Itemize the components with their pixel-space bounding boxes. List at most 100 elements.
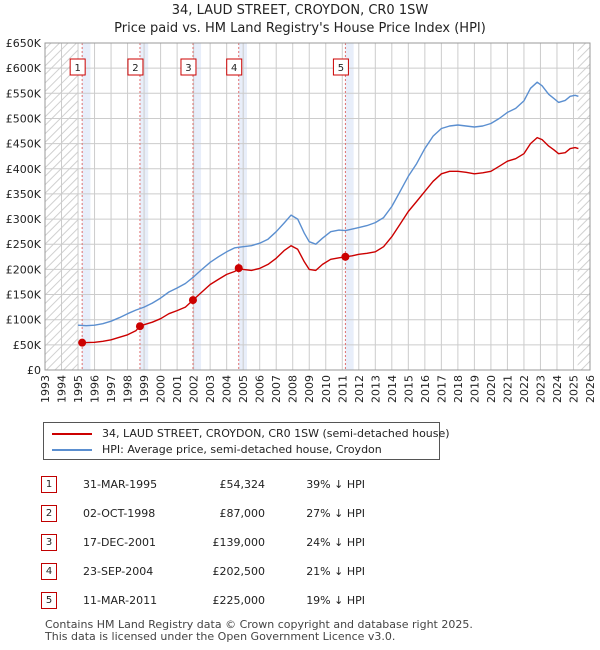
sale-price: £139,000 (212, 536, 266, 549)
x-tick-label: 2006 (254, 375, 267, 403)
chart-subtitle: Price paid vs. HM Land Registry's House … (114, 21, 486, 36)
sale-marker-label: 3 (185, 63, 191, 74)
y-tick-label: £500K (6, 112, 42, 125)
sale-number-badge: 5 (41, 592, 57, 609)
attribution-line-1: Contains HM Land Registry data © Crown c… (45, 618, 473, 631)
chart-title: 34, LAUD STREET, CROYDON, CR0 1SW (171, 3, 429, 18)
y-tick-label: £100K (6, 314, 42, 327)
y-tick-label: £200K (6, 263, 42, 276)
x-tick-label: 1993 (39, 375, 52, 403)
x-tick-label: 2017 (435, 375, 448, 403)
sale-date: 17-DEC-2001 (83, 536, 157, 549)
x-tick-label: 2012 (353, 375, 366, 403)
price-chart: 1 2 3 4 5 £0 £50K £100K £150K £200K £250K £300K £35… (6, 37, 597, 403)
y-tick-label: £550K (6, 87, 42, 100)
legend-line-hpi (52, 449, 92, 451)
sale-hpi-diff: 24% ↓ HPI (306, 536, 365, 549)
x-tick-label: 1999 (138, 375, 151, 403)
y-tick-label: £250K (6, 238, 42, 251)
x-tick-label: 2002 (188, 375, 201, 403)
sale-marker-label: 5 (338, 63, 344, 74)
sale-band (82, 43, 91, 370)
series-line-hpi (77, 81, 579, 327)
x-tick-label: 1996 (89, 375, 102, 403)
sale-marker-box (180, 58, 197, 76)
attribution: Contains HM Land Registry data © Crown c… (45, 619, 473, 643)
x-tick-label: 2020 (485, 375, 498, 403)
sale-hpi-diff: 19% ↓ HPI (306, 594, 365, 607)
x-tick-label: 2014 (386, 375, 399, 403)
x-tick-label: 2025 (567, 375, 580, 403)
x-tick-label: 2018 (452, 375, 465, 403)
y-tick-label: £300K (6, 213, 42, 226)
attribution-line-2: This data is licensed under the Open Gov… (45, 630, 396, 643)
sale-date: 11-MAR-2011 (83, 594, 158, 607)
x-tick-label: 2001 (171, 375, 184, 403)
sale-date: 31-MAR-1995 (83, 478, 158, 491)
y-tick-label: £150K (6, 289, 42, 302)
sale-marker-box (226, 58, 243, 76)
y-tick-label: £650K (6, 37, 42, 50)
sale-hpi-diff: 21% ↓ HPI (306, 565, 365, 578)
x-tick-label: 1998 (122, 375, 135, 403)
y-tick-label: £600K (6, 62, 42, 75)
x-tick-label: 2013 (369, 375, 382, 403)
sale-hpi-diff: 27% ↓ HPI (306, 507, 365, 520)
sale-marker-label: 2 (132, 63, 138, 74)
sale-date: 02-OCT-1998 (83, 507, 156, 520)
x-tick-label: 2016 (419, 375, 432, 403)
legend-label-property: 34, LAUD STREET, CROYDON, CR0 1SW (semi-… (102, 427, 450, 440)
x-tick-label: 2005 (237, 375, 250, 403)
table-row: 3 17-DEC-2001 £139,000 24% ↓ HPI (41, 528, 375, 557)
sale-price: £225,000 (212, 594, 266, 607)
x-tick-label: 2024 (551, 375, 564, 403)
sale-marker-box (127, 58, 144, 76)
x-tick-label: 2000 (155, 375, 168, 403)
plot-frame (44, 42, 591, 371)
x-tick-label: 2010 (320, 375, 333, 403)
legend-line-property (52, 433, 92, 435)
x-tick-label: 2003 (204, 375, 217, 403)
x-tick-label: 2004 (221, 375, 234, 403)
sale-marker-box (332, 58, 349, 76)
sale-point (341, 252, 350, 261)
sale-hpi-diff: 39% ↓ HPI (306, 478, 365, 491)
x-tick-label: 2007 (270, 375, 283, 403)
x-tick-label: 1994 (56, 375, 69, 403)
sale-point (135, 322, 144, 331)
sale-price: £87,000 (219, 507, 266, 520)
sales-table: 1 31-MAR-1995 £54,324 39% ↓ HPI 2 02-OCT… (41, 470, 375, 615)
hatched-region (577, 43, 590, 370)
y-tick-label: £50K (13, 339, 42, 352)
x-tick-label: 2026 (584, 375, 597, 403)
sale-point (234, 264, 243, 273)
sale-number-badge: 2 (41, 505, 57, 522)
x-tick-label: 2021 (501, 375, 514, 403)
y-tick-label: £350K (6, 188, 42, 201)
table-row: 2 02-OCT-1998 £87,000 27% ↓ HPI (41, 499, 375, 528)
sale-marker-label: 4 (231, 63, 237, 74)
x-tick-label: 2022 (518, 375, 531, 403)
sale-marker-box (69, 58, 86, 76)
series-line-property (82, 136, 579, 344)
table-row: 4 23-SEP-2004 £202,500 21% ↓ HPI (41, 557, 375, 586)
sale-date: 23-SEP-2004 (83, 565, 154, 578)
sale-band (345, 43, 354, 370)
sale-point (78, 338, 87, 347)
sale-band (192, 43, 202, 370)
sale-number-badge: 1 (41, 476, 57, 493)
sale-marker-label: 1 (74, 63, 80, 74)
sale-number-badge: 3 (41, 534, 57, 551)
table-row: 1 31-MAR-1995 £54,324 39% ↓ HPI (41, 470, 375, 499)
y-tick-label: £0 (27, 364, 41, 377)
x-tick-label: 1995 (72, 375, 85, 403)
x-tick-label: 2011 (336, 375, 349, 403)
x-tick-label: 2008 (287, 375, 300, 403)
x-tick-label: 2015 (402, 375, 415, 403)
sale-number-badge: 4 (41, 563, 57, 580)
x-tick-label: 2019 (468, 375, 481, 403)
y-tick-label: £400K (6, 163, 42, 176)
x-tick-label: 2009 (303, 375, 316, 403)
sale-price: £54,324 (219, 478, 266, 491)
x-tick-label: 2023 (534, 375, 547, 403)
